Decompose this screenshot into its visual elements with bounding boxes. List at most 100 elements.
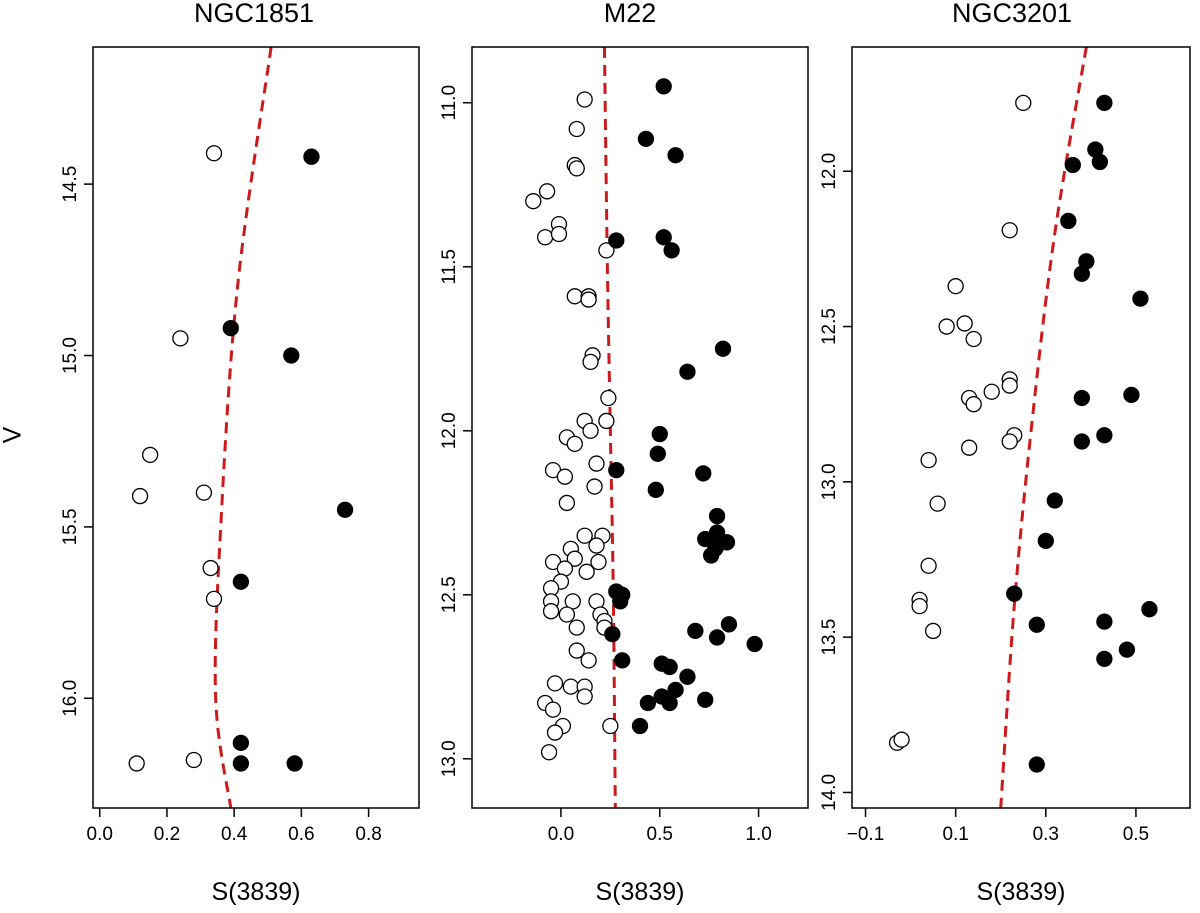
point-open: [1001, 222, 1018, 239]
point-open: [590, 553, 607, 571]
point-open: [911, 597, 928, 615]
panel-title: NGC3201: [952, 0, 1072, 28]
point-open: [568, 160, 585, 177]
point-open: [920, 451, 937, 469]
point-open: [568, 642, 585, 659]
point-open: [582, 422, 599, 439]
point-filled: [639, 694, 657, 712]
point-open: [195, 484, 213, 501]
y-tick-label: 14.0: [819, 774, 840, 811]
point-filled: [661, 694, 678, 712]
point-filled: [1141, 601, 1158, 618]
panel-ngc3201: NGC3201 −0.1 0.1 0.3 0.5 12.0 12.5 13.0 13.5 14.…: [819, 0, 1191, 906]
points-group: [128, 145, 354, 772]
point-open: [564, 593, 581, 610]
point-filled: [697, 691, 714, 708]
point-filled: [631, 717, 649, 735]
point-open: [525, 193, 542, 210]
point-open: [600, 389, 617, 407]
point-filled: [1132, 290, 1149, 307]
ticks-group: −0.1 0.1 0.3 0.5 12.0 12.5 13.0 13.5 14.0: [819, 153, 1149, 845]
point-filled: [1073, 265, 1090, 282]
point-filled: [614, 652, 631, 669]
point-filled: [1060, 212, 1077, 230]
boundary-dashed-line: [999, 47, 1088, 808]
y-axis-label: V: [0, 426, 27, 443]
point-filled: [667, 681, 684, 699]
point-filled: [286, 755, 303, 772]
point-open: [956, 315, 973, 332]
ticks-group: 0.0 0.2 0.4 0.6 0.8 14.5 15.0 15.5 16.0: [60, 166, 382, 845]
point-filled: [303, 148, 320, 165]
point-open: [1001, 433, 1018, 450]
x-tick-label: 0.6: [288, 824, 314, 845]
point-open: [542, 603, 560, 620]
point-filled: [714, 340, 732, 357]
point-open: [965, 396, 982, 413]
point-open: [538, 183, 556, 200]
ticks-group: 0.0 0.5 1.0 11.0 11.5 12.0 12.5 13.0: [439, 85, 772, 845]
point-open: [540, 744, 558, 761]
point-open: [576, 688, 593, 705]
point-filled: [604, 626, 621, 643]
point-open: [580, 652, 597, 669]
point-open: [205, 145, 223, 162]
x-tick-label: 1.0: [745, 824, 771, 845]
point-open: [588, 537, 605, 554]
y-tick-label: 15.5: [60, 508, 81, 545]
x-tick-label: 0.0: [87, 824, 113, 845]
x-axis-label: S(3839): [596, 878, 685, 906]
point-filled: [746, 635, 763, 653]
point-filled: [661, 658, 678, 676]
point-open: [205, 590, 223, 608]
point-open: [598, 412, 615, 430]
y-tick-label: 14.5: [60, 166, 81, 203]
point-open: [924, 622, 942, 640]
point-filled: [1028, 756, 1045, 773]
point-open: [558, 494, 576, 512]
point-filled: [1096, 94, 1113, 112]
x-tick-label: −0.1: [847, 824, 885, 845]
x-tick-label: 0.1: [942, 824, 968, 845]
y-tick-label: 11.5: [439, 249, 460, 285]
point-filled: [1073, 389, 1090, 407]
point-filled: [687, 622, 704, 640]
x-tick-label: 0.3: [1033, 824, 1059, 845]
x-tick-label: 0.2: [154, 824, 180, 845]
point-open: [576, 527, 593, 544]
point-filled: [637, 130, 655, 147]
point-open: [938, 318, 955, 335]
point-filled: [667, 147, 684, 164]
point-filled: [1091, 153, 1109, 171]
point-open: [1015, 94, 1032, 112]
point-filled: [1028, 616, 1045, 633]
point-open: [550, 225, 568, 243]
point-open: [131, 487, 149, 505]
point-filled: [232, 734, 250, 752]
point-filled: [1064, 156, 1081, 174]
y-tick-label: 15.0: [60, 337, 81, 374]
x-tick-label: 0.5: [1123, 824, 1149, 845]
x-tick-label: 0.8: [355, 824, 381, 845]
plot-frame: [471, 46, 809, 809]
point-filled: [1096, 427, 1113, 444]
point-open: [920, 557, 937, 574]
point-filled: [720, 616, 738, 633]
point-filled: [232, 573, 250, 590]
y-tick-label: 12.0: [439, 412, 460, 449]
point-open: [576, 91, 593, 108]
boundary-line-group: [602, 47, 617, 808]
point-open: [578, 563, 595, 580]
point-filled: [708, 629, 726, 646]
y-tick-label: 13.0: [819, 463, 840, 500]
point-open: [580, 291, 597, 308]
x-tick-label: 0.4: [221, 824, 248, 845]
point-filled: [232, 755, 250, 772]
point-open: [556, 468, 574, 485]
point-open: [546, 675, 564, 692]
point-filled: [647, 481, 664, 498]
point-open: [893, 731, 910, 748]
point-open: [202, 559, 219, 577]
x-axis-label: S(3839): [212, 878, 301, 906]
